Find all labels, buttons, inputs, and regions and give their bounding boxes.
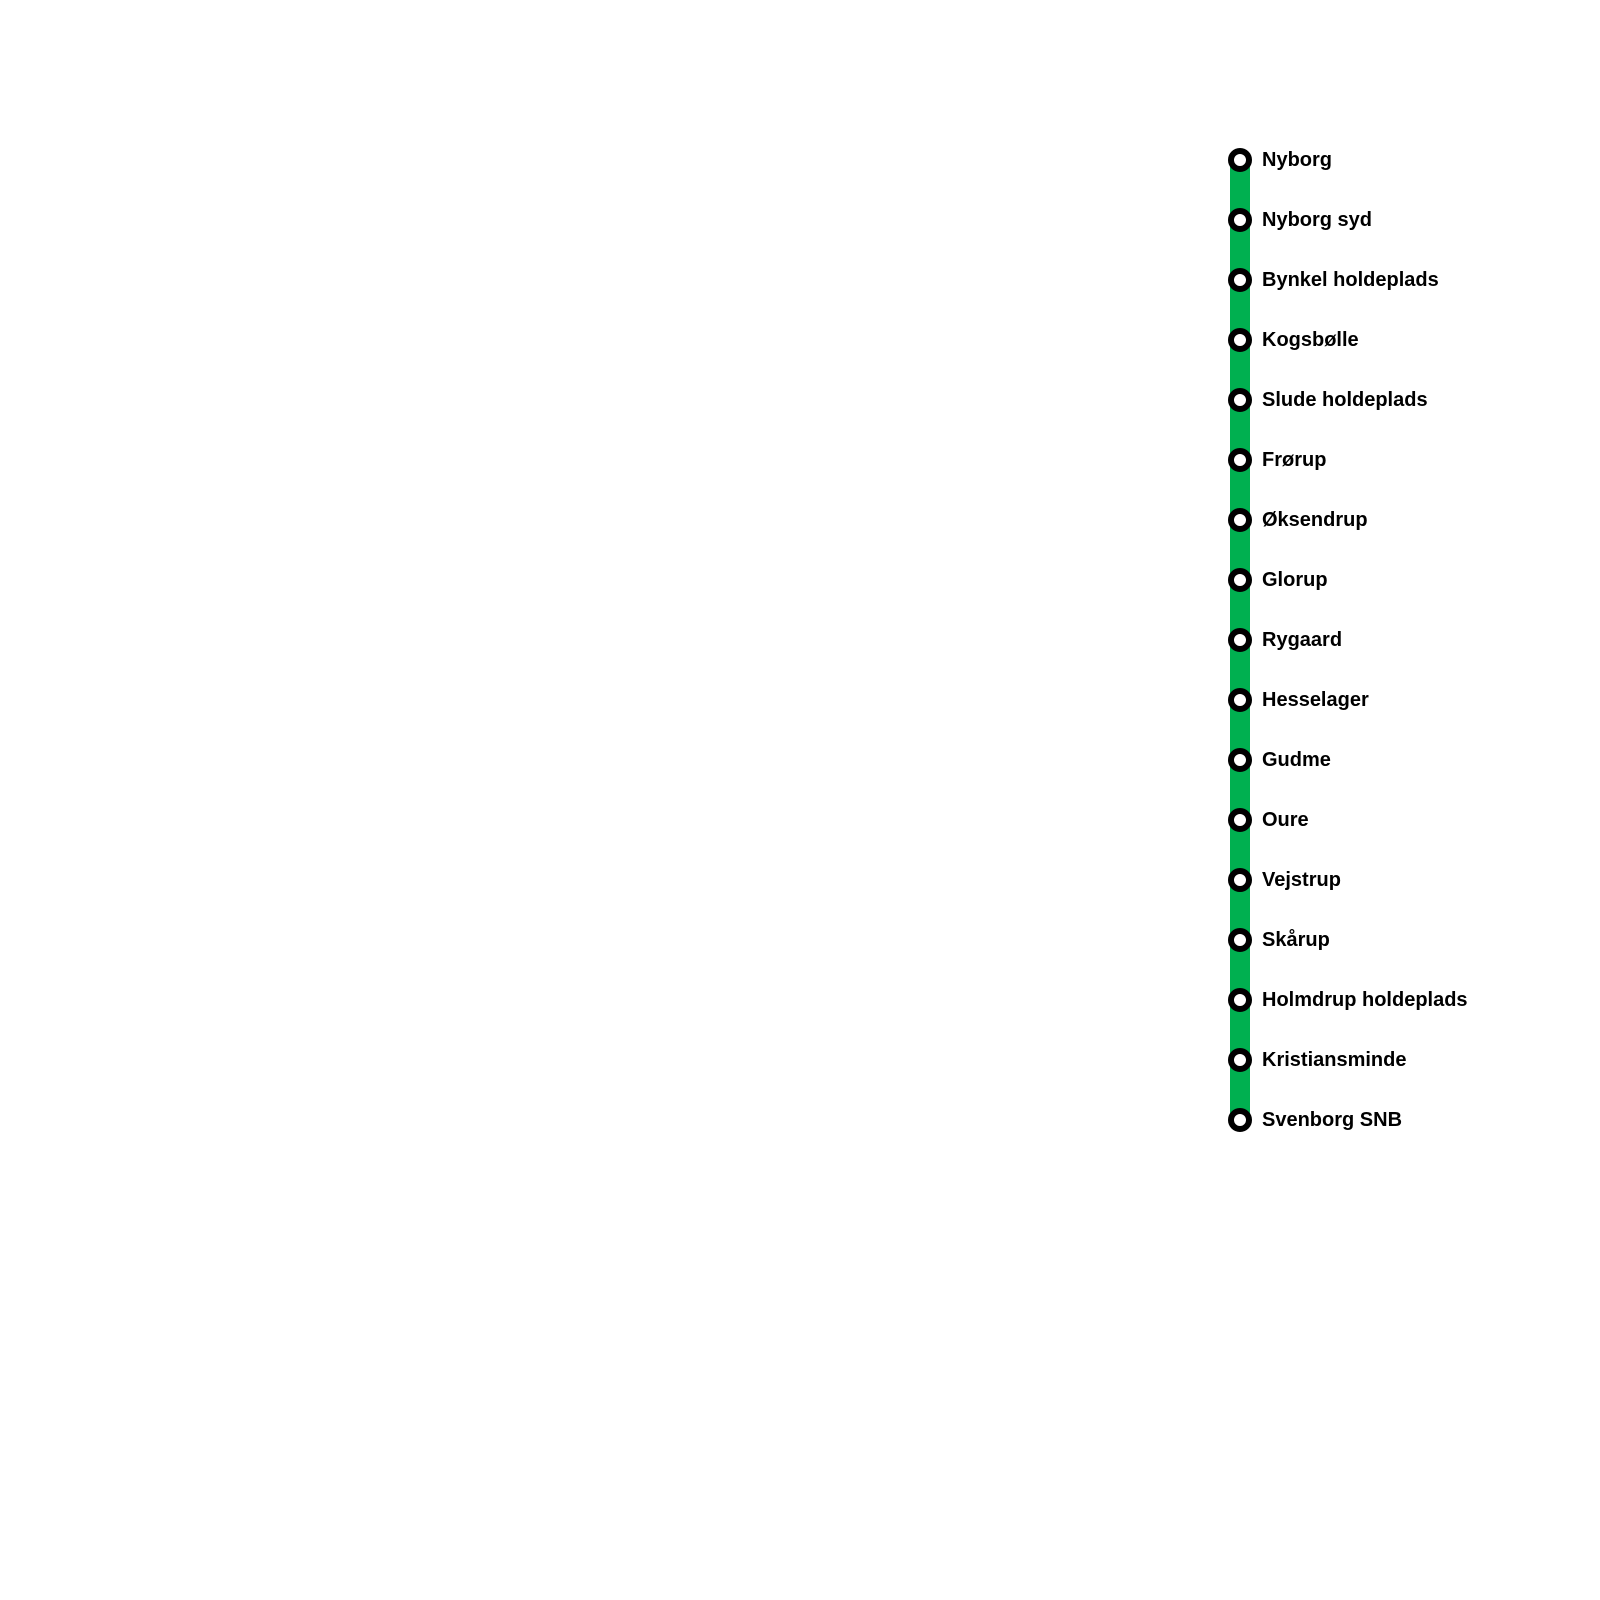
station-marker — [1228, 268, 1252, 292]
station-label: Rygaard — [1262, 629, 1342, 651]
station-marker — [1228, 928, 1252, 952]
station-label: Nyborg syd — [1262, 209, 1372, 231]
station: Kristiansminde — [1228, 1048, 1406, 1072]
station-marker — [1228, 508, 1252, 532]
station-label: Frørup — [1262, 449, 1326, 471]
station: Vejstrup — [1228, 868, 1341, 892]
station: Bynkel holdeplads — [1228, 268, 1439, 292]
station: Nyborg syd — [1228, 208, 1372, 232]
station: Svenborg SNB — [1228, 1108, 1402, 1132]
station: Øksendrup — [1228, 508, 1368, 532]
station-marker — [1228, 568, 1252, 592]
station: Glorup — [1228, 568, 1328, 592]
station: Slude holdeplads — [1228, 388, 1428, 412]
station-label: Nyborg — [1262, 149, 1332, 171]
station-marker — [1228, 748, 1252, 772]
station-label: Svenborg SNB — [1262, 1109, 1402, 1131]
station: Frørup — [1228, 448, 1326, 472]
station-label: Skårup — [1262, 928, 1330, 951]
station: Oure — [1228, 808, 1309, 832]
station-label: Kogsbølle — [1262, 329, 1359, 351]
station-label: Øksendrup — [1262, 509, 1368, 531]
station: Gudme — [1228, 748, 1331, 772]
station-marker — [1228, 628, 1252, 652]
station-label: Kristiansminde — [1262, 1049, 1406, 1071]
station: Rygaard — [1228, 628, 1342, 652]
station-marker — [1228, 808, 1252, 832]
station-marker — [1228, 1048, 1252, 1072]
station-label: Bynkel holdeplads — [1262, 269, 1439, 291]
station-label: Slude holdeplads — [1262, 389, 1428, 411]
station-label: Hesselager — [1262, 689, 1369, 711]
station-label: Oure — [1262, 809, 1309, 831]
station-label: Holmdrup holdeplads — [1262, 989, 1468, 1011]
station-marker — [1228, 688, 1252, 712]
station-marker — [1228, 388, 1252, 412]
station-marker — [1228, 868, 1252, 892]
station-marker — [1228, 1108, 1252, 1132]
station: Kogsbølle — [1228, 328, 1359, 352]
station-label: Glorup — [1262, 569, 1328, 591]
station-marker — [1228, 208, 1252, 232]
station-label: Vejstrup — [1262, 869, 1341, 891]
station-marker — [1228, 328, 1252, 352]
station: Nyborg — [1228, 148, 1332, 172]
station: Holmdrup holdeplads — [1228, 988, 1468, 1012]
station-marker — [1228, 148, 1252, 172]
station: Skårup — [1228, 928, 1330, 952]
station-marker — [1228, 448, 1252, 472]
station-marker — [1228, 988, 1252, 1012]
station-label: Gudme — [1262, 749, 1331, 771]
station: Hesselager — [1228, 688, 1369, 712]
